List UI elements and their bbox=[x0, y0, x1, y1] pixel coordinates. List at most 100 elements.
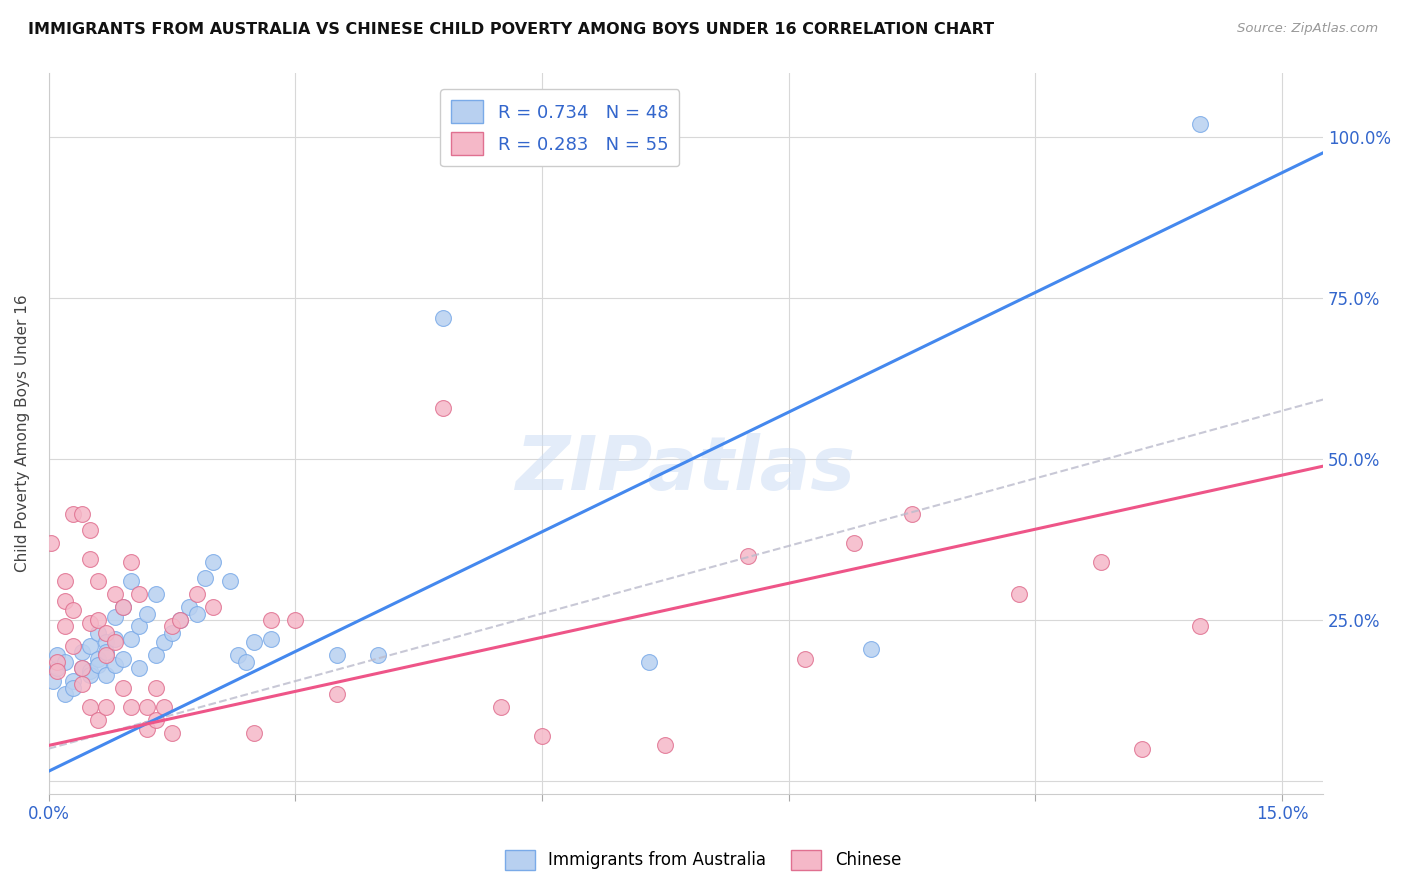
Point bbox=[186, 607, 208, 621]
Point bbox=[136, 607, 159, 621]
Text: Source: ZipAtlas.com: Source: ZipAtlas.com bbox=[1237, 22, 1378, 36]
Point bbox=[62, 507, 84, 521]
Point bbox=[128, 619, 150, 633]
Point bbox=[53, 619, 76, 633]
Point bbox=[111, 600, 134, 615]
Point bbox=[103, 657, 125, 672]
Point bbox=[87, 713, 110, 727]
Point bbox=[1188, 118, 1211, 132]
Point bbox=[70, 645, 93, 659]
Point bbox=[96, 645, 118, 659]
Point bbox=[111, 681, 134, 695]
Point bbox=[87, 651, 110, 665]
Point bbox=[432, 401, 454, 415]
Point bbox=[111, 651, 134, 665]
Point bbox=[202, 600, 225, 615]
Point bbox=[194, 571, 217, 585]
Point bbox=[432, 310, 454, 325]
Point bbox=[70, 677, 93, 691]
Point bbox=[120, 574, 142, 589]
Point bbox=[103, 609, 125, 624]
Point bbox=[96, 699, 118, 714]
Legend: R = 0.734   N = 48, R = 0.283   N = 55: R = 0.734 N = 48, R = 0.283 N = 55 bbox=[440, 89, 679, 166]
Point bbox=[70, 661, 93, 675]
Point bbox=[160, 619, 183, 633]
Point bbox=[1090, 555, 1112, 569]
Point bbox=[654, 739, 676, 753]
Point bbox=[70, 507, 93, 521]
Y-axis label: Child Poverty Among Boys Under 16: Child Poverty Among Boys Under 16 bbox=[15, 294, 30, 572]
Point bbox=[46, 655, 69, 669]
Point bbox=[153, 699, 176, 714]
Text: IMMIGRANTS FROM AUSTRALIA VS CHINESE CHILD POVERTY AMONG BOYS UNDER 16 CORRELATI: IMMIGRANTS FROM AUSTRALIA VS CHINESE CHI… bbox=[28, 22, 994, 37]
Point bbox=[901, 507, 924, 521]
Point bbox=[53, 687, 76, 701]
Point bbox=[79, 523, 101, 537]
Point bbox=[186, 587, 208, 601]
Point bbox=[145, 587, 167, 601]
Point bbox=[325, 648, 347, 663]
Point bbox=[79, 667, 101, 681]
Point bbox=[145, 713, 167, 727]
Point bbox=[235, 655, 257, 669]
Point bbox=[638, 655, 661, 669]
Point bbox=[46, 661, 69, 675]
Text: ZIPatlas: ZIPatlas bbox=[516, 433, 856, 506]
Point bbox=[120, 555, 142, 569]
Point bbox=[202, 555, 225, 569]
Point bbox=[136, 723, 159, 737]
Point bbox=[79, 551, 101, 566]
Point bbox=[42, 674, 65, 689]
Point bbox=[284, 613, 307, 627]
Point bbox=[145, 648, 167, 663]
Point bbox=[79, 665, 101, 679]
Point bbox=[169, 613, 191, 627]
Point bbox=[859, 641, 882, 656]
Point bbox=[1130, 741, 1153, 756]
Point bbox=[62, 603, 84, 617]
Point bbox=[1008, 587, 1031, 601]
Point bbox=[120, 632, 142, 647]
Point bbox=[111, 600, 134, 615]
Point bbox=[53, 593, 76, 607]
Point bbox=[103, 632, 125, 647]
Point bbox=[53, 574, 76, 589]
Point bbox=[96, 648, 118, 663]
Point bbox=[87, 613, 110, 627]
Point bbox=[243, 725, 266, 739]
Point bbox=[87, 625, 110, 640]
Point bbox=[120, 699, 142, 714]
Point bbox=[103, 635, 125, 649]
Point bbox=[145, 681, 167, 695]
Point bbox=[226, 648, 249, 663]
Point bbox=[243, 635, 266, 649]
Point bbox=[128, 661, 150, 675]
Point bbox=[737, 549, 759, 563]
Point bbox=[489, 699, 512, 714]
Legend: Immigrants from Australia, Chinese: Immigrants from Australia, Chinese bbox=[498, 843, 908, 877]
Point bbox=[70, 661, 93, 675]
Point bbox=[39, 535, 62, 549]
Point bbox=[87, 657, 110, 672]
Point bbox=[46, 648, 69, 663]
Point bbox=[53, 655, 76, 669]
Point bbox=[79, 639, 101, 653]
Point bbox=[103, 587, 125, 601]
Point bbox=[46, 665, 69, 679]
Point bbox=[367, 648, 389, 663]
Point bbox=[96, 667, 118, 681]
Point bbox=[160, 725, 183, 739]
Point bbox=[844, 535, 866, 549]
Point bbox=[96, 635, 118, 649]
Point bbox=[153, 635, 176, 649]
Point bbox=[177, 600, 200, 615]
Point bbox=[531, 729, 554, 743]
Point bbox=[169, 613, 191, 627]
Point bbox=[62, 674, 84, 689]
Point bbox=[79, 616, 101, 631]
Point bbox=[218, 574, 240, 589]
Point bbox=[96, 625, 118, 640]
Point bbox=[62, 639, 84, 653]
Point bbox=[1188, 619, 1211, 633]
Point bbox=[62, 681, 84, 695]
